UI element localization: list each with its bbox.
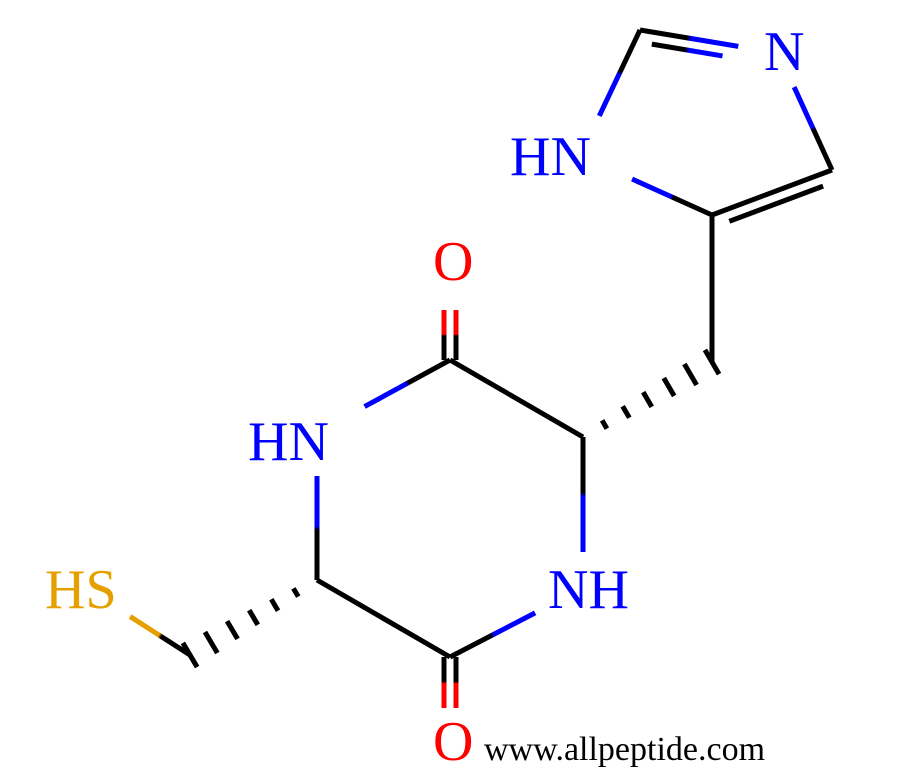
bond-hash [602, 420, 607, 428]
bond-single [365, 360, 450, 407]
bond-single [450, 613, 535, 657]
bond-single [130, 616, 190, 655]
bond-single [794, 87, 832, 170]
bond-hash [623, 406, 630, 418]
bond-hash [664, 378, 674, 396]
bond-hash [227, 621, 238, 639]
atom-label-HN_left: HN [248, 411, 329, 473]
atom-label-O_bot: O [433, 711, 473, 773]
atom-label-N_imid: N [764, 21, 804, 83]
bond-single [317, 580, 450, 657]
bond-hash [205, 632, 217, 653]
bond-single [599, 30, 640, 116]
bond-hash [684, 364, 696, 385]
watermark-text: www.allpeptide.com [484, 731, 765, 768]
bond-single [450, 360, 583, 437]
bond-hash [271, 599, 278, 610]
bond-double-inner [652, 44, 723, 56]
atom-label-HN_imid: HN [510, 126, 591, 188]
bond-double-outer [712, 170, 832, 215]
bond-single [632, 179, 712, 215]
bond-hash [643, 392, 652, 407]
atom-label-O_top: O [433, 231, 473, 293]
bond-hash [293, 588, 298, 596]
atom-label-NH_right: NH [548, 559, 629, 621]
atom-label-HS: HS [45, 559, 117, 621]
bond-hash [249, 610, 258, 625]
